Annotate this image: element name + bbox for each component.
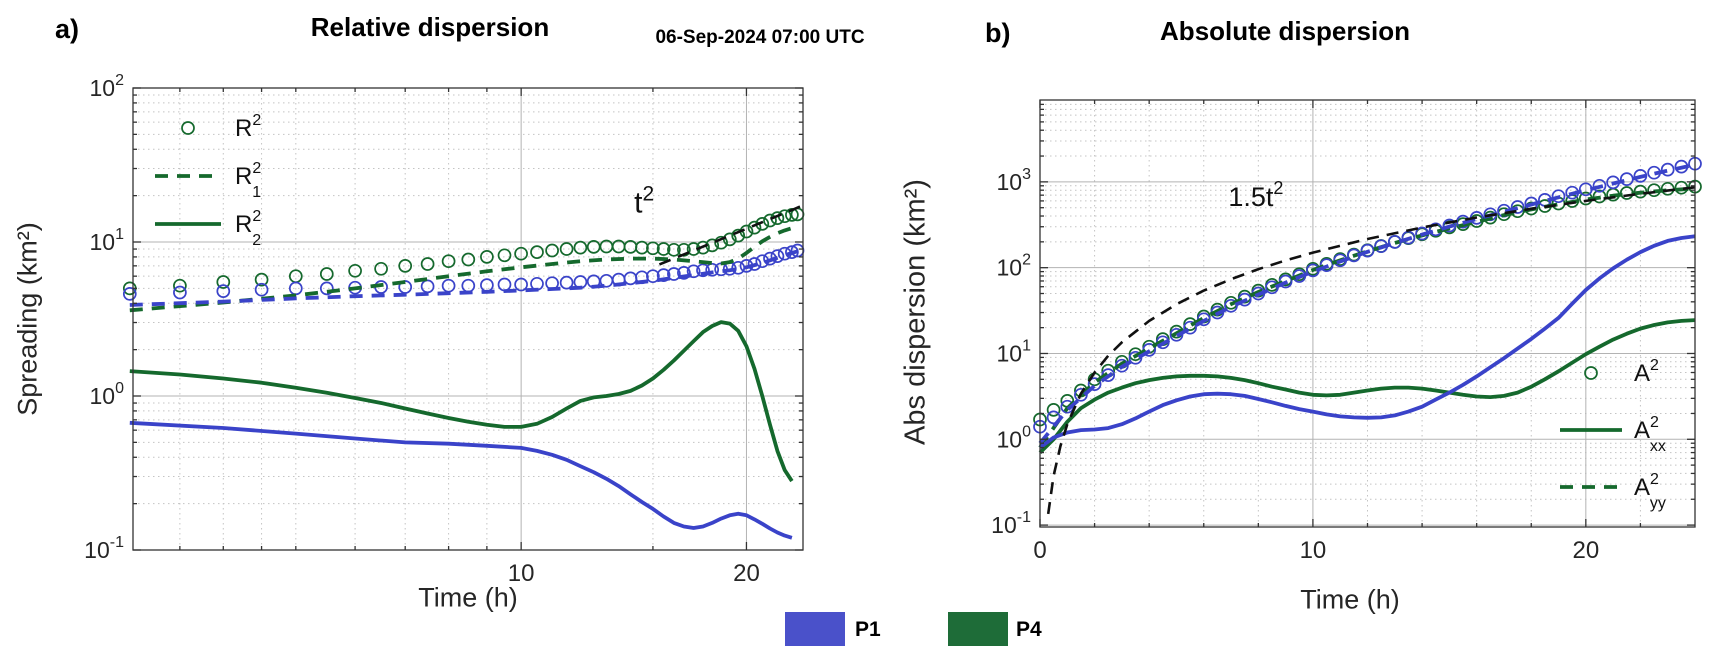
panel-a-grid-minor	[133, 88, 803, 550]
svg-text:10: 10	[508, 560, 535, 587]
panel-b-legend: A2 A2 xx A2 yy	[1560, 357, 1666, 512]
panel-b-tick-labels: 0 10 20 103 102 101 100 10-1	[991, 166, 1599, 564]
legend-swatch-p4	[948, 612, 1008, 646]
panel-a-x-axis-label: Time (h)	[418, 582, 518, 613]
series-Axx-P4	[1038, 318, 1696, 454]
svg-text:102: 102	[997, 252, 1032, 281]
svg-text:0: 0	[1033, 537, 1046, 564]
svg-text:R22: R2 2	[235, 208, 261, 249]
panel-b-y-axis-label: Abs dispersion (km²)	[899, 179, 932, 445]
panel-a-series	[122, 204, 805, 540]
svg-text:R2: R2	[235, 112, 261, 142]
panel-b-series	[1033, 156, 1702, 515]
series-Axx-P1	[1038, 234, 1696, 450]
svg-text:100: 100	[997, 423, 1032, 452]
panel-a-legend: R2 R2 1 R2 2	[155, 112, 261, 249]
panel-a-tag: a)	[55, 14, 80, 44]
svg-text:R21: R2 1	[235, 160, 261, 201]
svg-text:20: 20	[1572, 537, 1599, 564]
panel-a-grid-major	[133, 88, 803, 550]
panel-b-annotation: 1.5t2	[1228, 178, 1283, 212]
panel-b-grid-major	[1040, 100, 1695, 527]
panel-b-title: Absolute dispersion	[1160, 16, 1410, 46]
series-R2sq-P1	[129, 420, 793, 540]
panel-b-group: 0 10 20 103 102 101 100 10-1 1.5t2 A2 A2 xx A2 yy	[991, 99, 1702, 564]
series-R1sq-P1	[129, 249, 799, 307]
series-R2sq-P4	[129, 320, 794, 483]
panel-b-x-axis-label: Time (h)	[1300, 584, 1400, 615]
svg-text:102: 102	[90, 72, 125, 101]
panel-a-group: 10 20 102 101 100 10-1 t2 R2 R2 1 R2 2	[84, 72, 805, 587]
legend-label-p4: P4	[1016, 618, 1042, 641]
panel-a-tick-labels: 10 20 102 101 100 10-1	[84, 72, 760, 587]
svg-text:A2: A2	[1634, 357, 1659, 387]
series-1.5t2-reference	[1046, 186, 1696, 515]
legend-label-p1: P1	[855, 618, 881, 641]
svg-text:100: 100	[90, 380, 125, 409]
series-t2-reference	[658, 204, 804, 266]
panel-b-axes	[1039, 99, 1696, 528]
svg-text:101: 101	[997, 337, 1032, 366]
legend-swatch-p1	[785, 612, 845, 646]
series-Ayy-P4	[1038, 186, 1696, 449]
series-R1sq-P4	[129, 225, 798, 313]
panel-a-title: Relative dispersion	[310, 12, 550, 42]
series-Ayy-P1	[1038, 162, 1696, 445]
panel-b-tag: b)	[985, 18, 1011, 48]
svg-text:101: 101	[90, 226, 125, 255]
svg-text:10: 10	[1300, 537, 1327, 564]
panel-b-grid-minor	[1040, 100, 1695, 527]
panel-a-y-axis-label: Spreading (km²)	[12, 222, 43, 416]
svg-text:103: 103	[997, 166, 1032, 195]
panel-a-annotation: t2	[634, 183, 654, 220]
svg-text:20: 20	[733, 560, 760, 587]
svg-text:10-1: 10-1	[84, 534, 124, 563]
timestamp: 06-Sep-2024 07:00 UTC	[655, 27, 865, 48]
panel-a-axes	[132, 87, 804, 551]
svg-text:10-1: 10-1	[991, 509, 1031, 538]
